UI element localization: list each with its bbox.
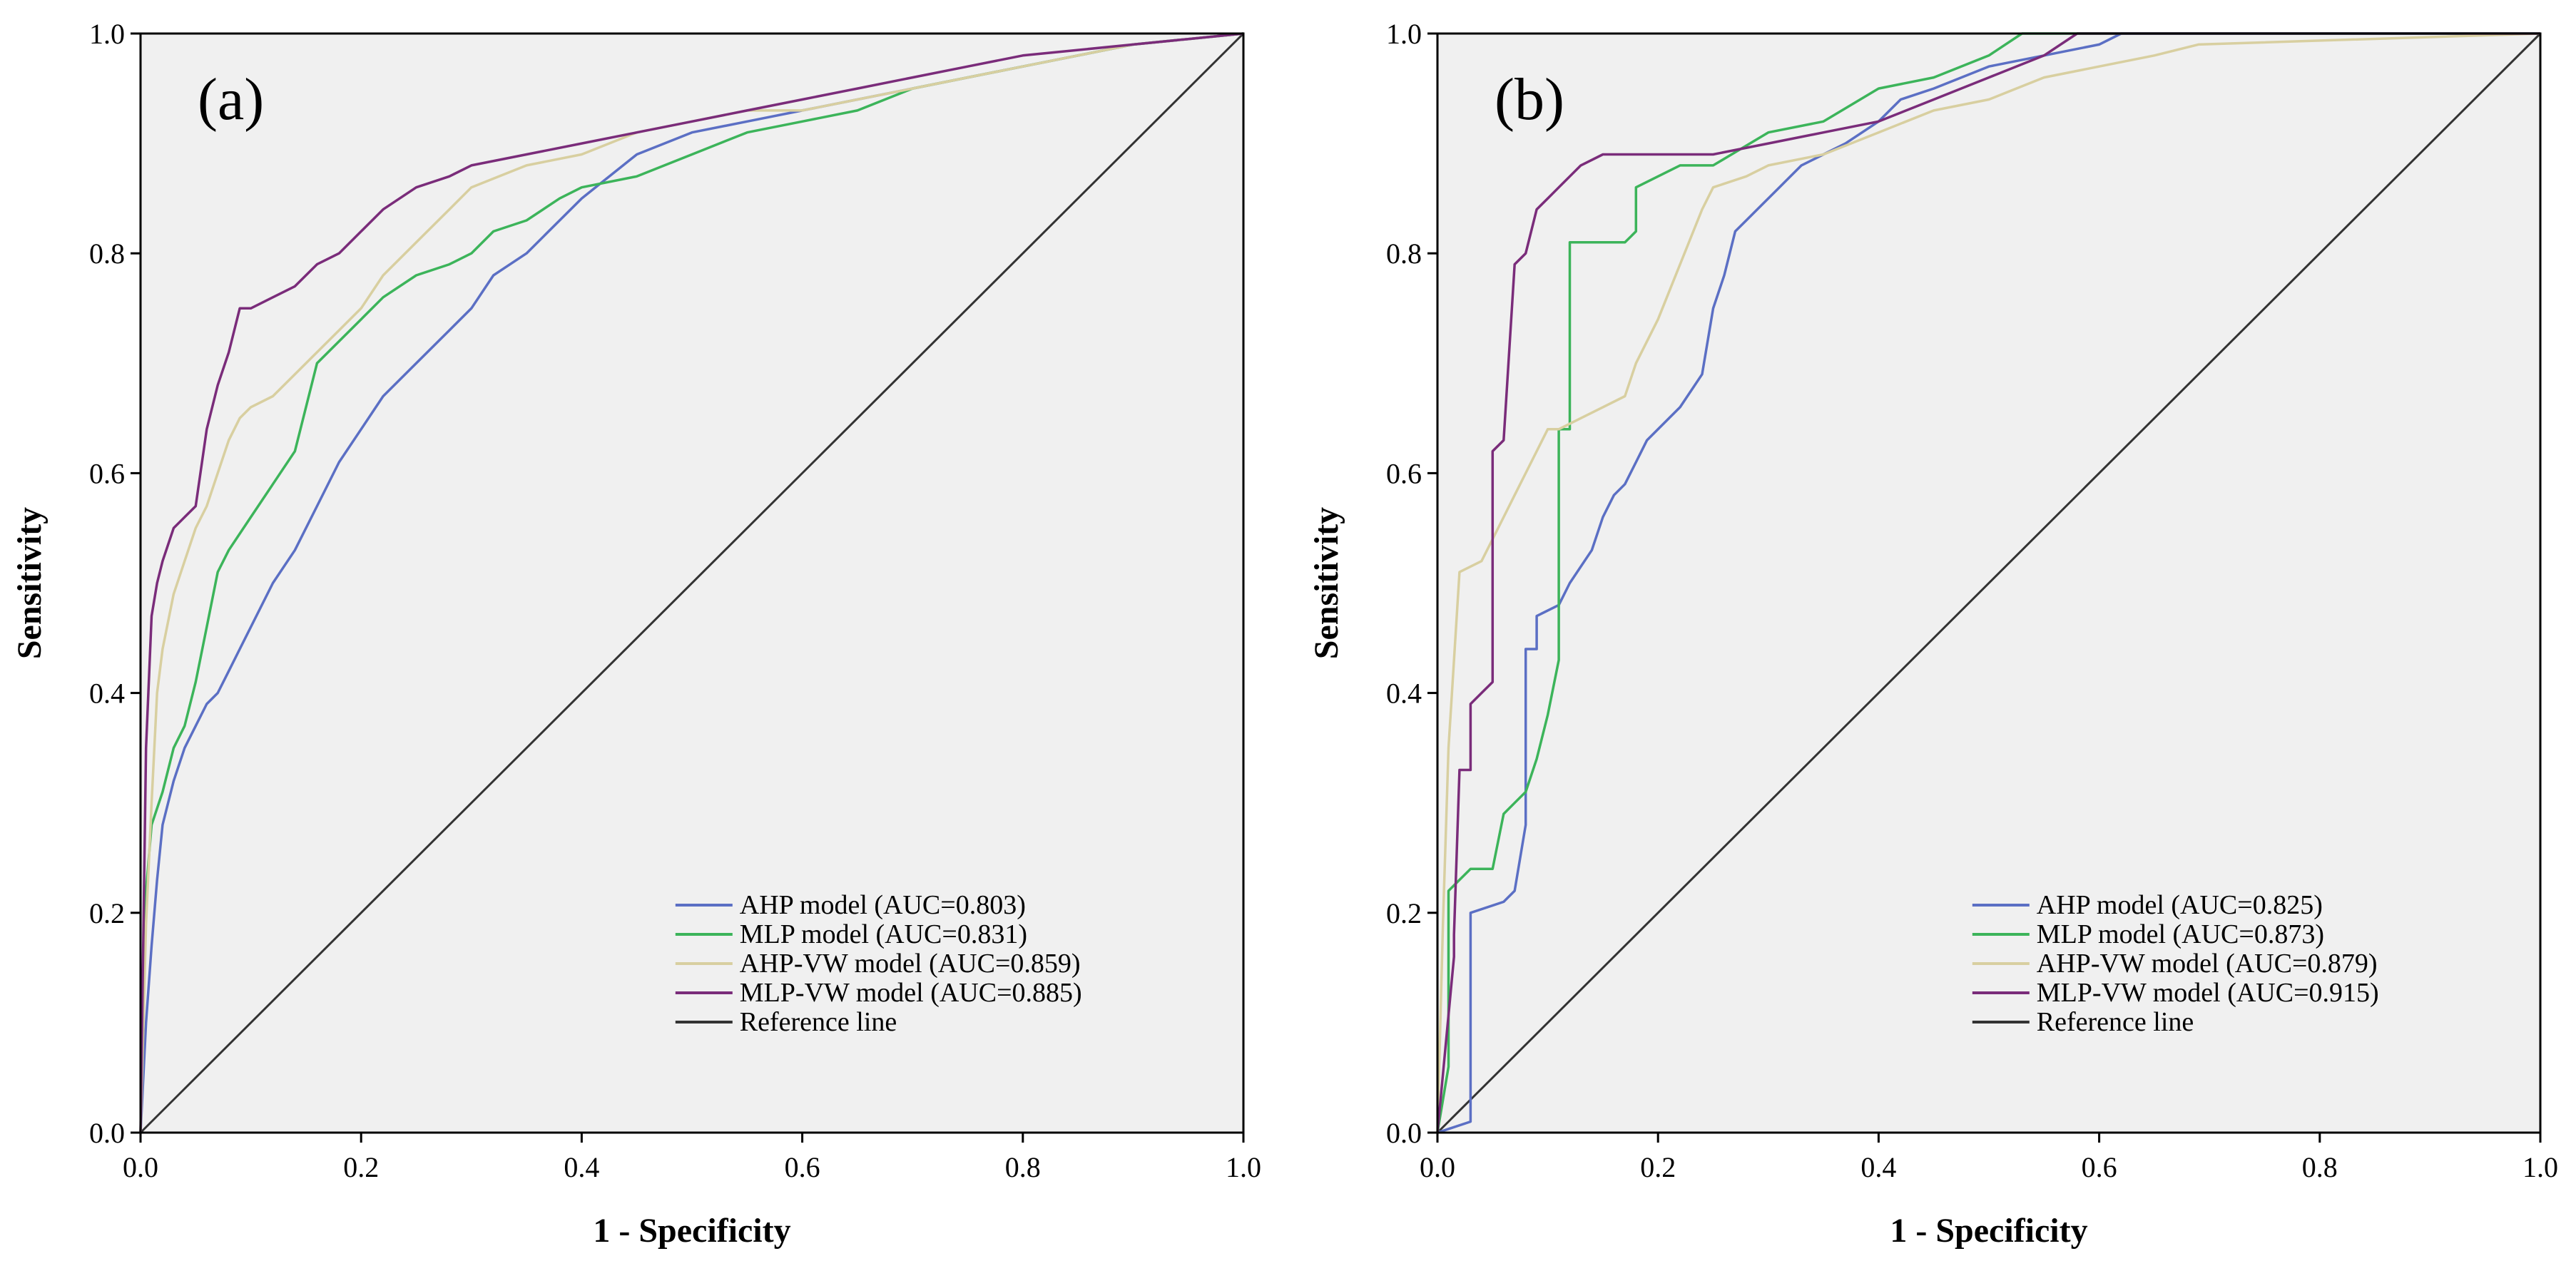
y-tick-label: 0.0 xyxy=(89,1117,125,1149)
legend-entry: AHP model (AUC=0.803) xyxy=(740,890,1026,920)
y-tick-label: 0.4 xyxy=(89,678,125,710)
legend-entry: MLP model (AUC=0.873) xyxy=(2037,919,2324,949)
legend-entry: MLP-VW model (AUC=0.885) xyxy=(740,978,1082,1008)
x-tick-label: 0.8 xyxy=(1005,1151,1041,1183)
y-tick-label: 0.8 xyxy=(1386,238,1422,270)
series-line-mlp-vw xyxy=(1436,32,2540,1133)
y-tick-label: 1.0 xyxy=(89,18,125,50)
panel-label: (a) xyxy=(198,66,264,133)
y-tick-label: 0.6 xyxy=(1386,457,1422,489)
plot-border xyxy=(139,32,1245,1134)
series-line-ahp xyxy=(1437,32,2540,1134)
y-tick-label: 0.6 xyxy=(89,457,125,489)
legend-entry: Reference line xyxy=(2037,1007,2194,1037)
y-tick-label: 0.4 xyxy=(1386,678,1422,710)
x-tick-label: 0.0 xyxy=(123,1151,158,1183)
x-tick-label: 0.2 xyxy=(1640,1151,1676,1183)
y-tick-label: 1.0 xyxy=(1386,18,1422,50)
y-axis-title: Sensitivity xyxy=(11,507,49,659)
legend-entry: AHP-VW model (AUC=0.879) xyxy=(2037,949,2378,979)
series-line-ahp-vw xyxy=(139,32,1244,1133)
y-tick-label: 0.0 xyxy=(1386,1117,1422,1149)
legend-entry: Reference line xyxy=(740,1007,897,1037)
x-tick-label: 0.0 xyxy=(1420,1151,1455,1183)
x-tick-label: 1.0 xyxy=(1226,1151,1261,1183)
x-tick-label: 0.8 xyxy=(2302,1151,2338,1183)
roc-panel-b: 0.0 0.2 0.4 0.6 0.8 1.0 0.0 0.2 0.4 0.6 0.8 1.0 1 - … xyxy=(1308,18,2558,1250)
x-tick-label: 1.0 xyxy=(2522,1151,2558,1183)
y-tick-label: 0.2 xyxy=(1386,897,1422,929)
x-tick-label: 0.2 xyxy=(343,1151,379,1183)
legend-entry: AHP model (AUC=0.825) xyxy=(2037,890,2323,920)
x-tick-label: 0.4 xyxy=(1860,1151,1896,1183)
roc-panel-a: 0.0 0.2 0.4 0.6 0.8 1.0 0.0 0.2 0.4 0.6 0.8 1.0 1 - … xyxy=(11,18,1261,1250)
x-tick-label: 0.6 xyxy=(2082,1151,2117,1183)
series-line-mlp-vw xyxy=(139,32,1244,1133)
x-axis-title: 1 - Specificity xyxy=(1890,1212,2087,1250)
legend: AHP model (AUC=0.825)MLP model (AUC=0.87… xyxy=(1972,890,2379,1037)
reference-line xyxy=(139,32,1245,1134)
x-axis-title: 1 - Specificity xyxy=(593,1212,790,1250)
x-tick-label: 0.6 xyxy=(785,1151,820,1183)
legend-entry: MLP-VW model (AUC=0.915) xyxy=(2037,978,2379,1008)
y-tick-label: 0.2 xyxy=(89,897,125,929)
reference-line xyxy=(1436,32,2542,1134)
panel-label: (b) xyxy=(1495,66,1564,133)
y-tick-label: 0.8 xyxy=(89,238,125,270)
series-line-ahp-vw xyxy=(1436,32,2541,1133)
series-line-mlp xyxy=(1436,32,2540,1133)
plot-border xyxy=(1436,32,2542,1134)
legend-entry: MLP model (AUC=0.831) xyxy=(740,919,1027,949)
x-tick-label: 0.4 xyxy=(564,1151,599,1183)
legend: AHP model (AUC=0.803)MLP model (AUC=0.83… xyxy=(675,890,1082,1037)
y-axis-title: Sensitivity xyxy=(1308,507,1345,659)
legend-entry: AHP-VW model (AUC=0.859) xyxy=(740,949,1081,979)
